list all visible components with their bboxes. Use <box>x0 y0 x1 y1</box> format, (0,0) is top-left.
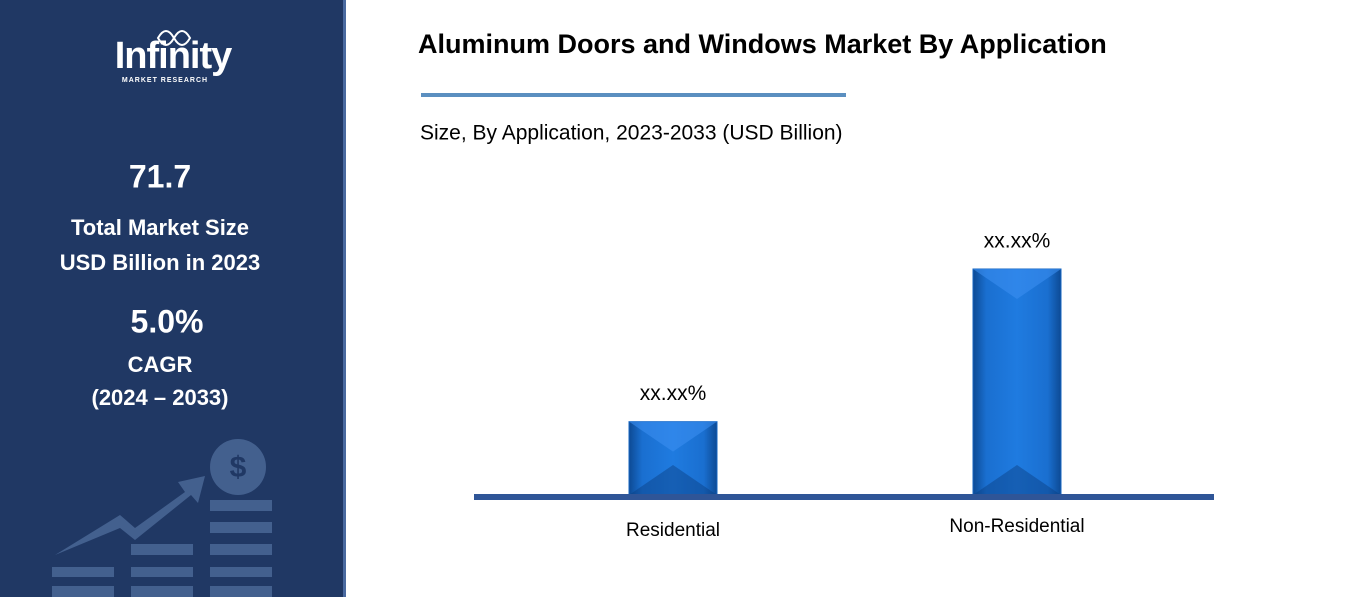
logo-name: Infinity <box>115 35 232 77</box>
logo-tagline: MARKET RESEARCH <box>122 77 208 84</box>
bar-bevel <box>629 421 717 452</box>
baseline <box>474 494 1214 500</box>
stat-label: USD Billion in 2023 <box>60 250 261 275</box>
growth-icon: $ <box>52 439 272 597</box>
sidebar <box>0 0 345 597</box>
chart-subtitle: Size, By Application, 2023-2033 (USD Bil… <box>420 122 843 145</box>
value-label: xx.xx% <box>984 230 1051 253</box>
plot: xx.xx% Residential xx.xx% Non-Residential <box>626 230 1085 541</box>
bar <box>972 268 1062 496</box>
bar-bevel <box>973 269 1061 299</box>
title-underline <box>421 93 846 97</box>
stat-label: CAGR <box>128 352 193 377</box>
logo-icon <box>156 30 192 46</box>
sidebar-border <box>343 0 346 597</box>
bar-bevel <box>629 465 717 495</box>
stat-label: (2024 – 2033) <box>92 385 229 410</box>
stat-value: 71.7 <box>129 158 191 194</box>
svg-text:$: $ <box>230 451 247 484</box>
bar-bevel <box>973 465 1061 495</box>
stat-label: Total Market Size <box>71 215 249 240</box>
logo: Infinity MARKET RESEARCH <box>115 30 233 84</box>
value-label: xx.xx% <box>640 382 707 405</box>
x-tick-label: Residential <box>626 520 720 541</box>
x-tick-label: Non-Residential <box>949 516 1084 537</box>
chart-title: Aluminum Doors and Windows Market By App… <box>418 29 1107 59</box>
stat-value: 5.0% <box>131 303 204 339</box>
